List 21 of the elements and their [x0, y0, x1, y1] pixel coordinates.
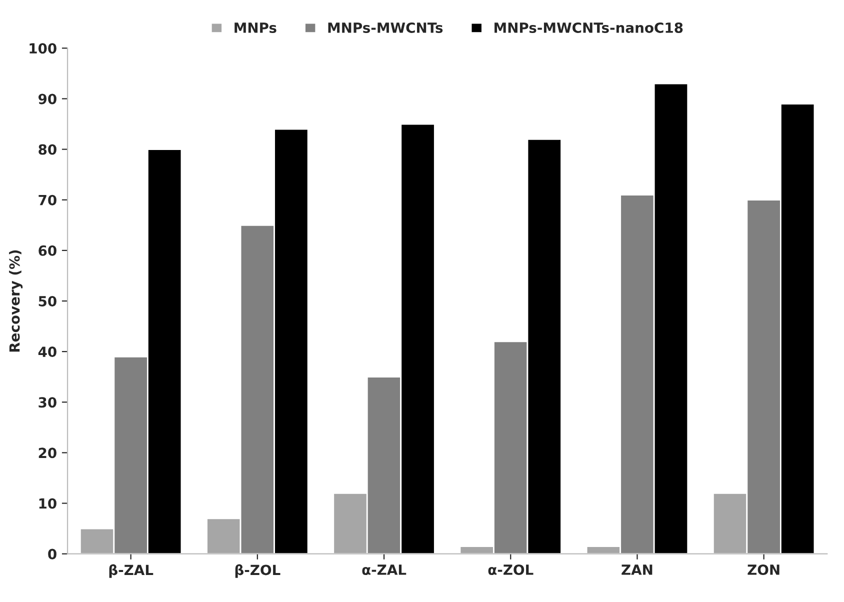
y-axis-title: Recovery (%): [9, 250, 23, 352]
y-tick-label: 60: [38, 245, 56, 256]
legend-label: MNPs: [234, 22, 276, 33]
y-tick-label: 10: [39, 498, 56, 509]
y-tick-label: 50: [38, 296, 56, 306]
y-tick-label: 100: [30, 43, 56, 54]
y-tick-label: 30: [38, 397, 56, 408]
y-tick-label: 90: [38, 94, 56, 104]
y-tick-label: 0: [48, 548, 56, 560]
x-tick-label: ZAN: [622, 564, 652, 575]
y-tick-label: 40: [38, 346, 56, 358]
legend-label: MNPs-MWCNTs: [328, 22, 443, 33]
y-tick-label: 80: [38, 144, 56, 155]
x-tick-label: ZON: [748, 564, 780, 576]
y-tick-label: 20: [38, 448, 56, 458]
x-tick-label: α-ZAL: [362, 564, 406, 575]
x-tick-label: α-ZOL: [488, 564, 534, 576]
x-tick-label: β-ZAL: [109, 564, 154, 578]
legend-label: MNPs-MWCNTs-nanoC18: [494, 22, 683, 33]
y-tick-label: 70: [38, 194, 56, 206]
x-tick-label: β-ZOL: [235, 564, 280, 578]
